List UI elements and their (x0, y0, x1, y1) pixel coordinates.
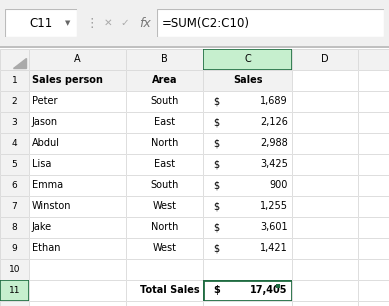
Text: $: $ (214, 96, 220, 106)
Text: Abdul: Abdul (32, 138, 60, 148)
Text: 2: 2 (12, 97, 17, 106)
Text: Ethan: Ethan (32, 243, 60, 253)
Text: West: West (153, 243, 177, 253)
Text: ✓: ✓ (121, 18, 130, 28)
Text: 6: 6 (12, 181, 17, 190)
Text: Peter: Peter (32, 96, 58, 106)
Text: 1,421: 1,421 (260, 243, 288, 253)
Text: $: $ (214, 201, 220, 211)
Text: Sales person: Sales person (32, 75, 103, 85)
Text: E: E (388, 54, 389, 64)
Text: Emma: Emma (32, 180, 63, 190)
Text: 11: 11 (9, 286, 20, 295)
Text: A: A (74, 54, 81, 64)
Text: ⋮: ⋮ (85, 17, 98, 30)
Text: Jake: Jake (32, 222, 52, 232)
Text: B: B (161, 54, 168, 64)
Text: North: North (151, 222, 179, 232)
Text: Total Sales: Total Sales (140, 285, 199, 295)
Text: 9: 9 (12, 244, 17, 253)
Polygon shape (13, 58, 26, 68)
Text: 10: 10 (9, 265, 20, 274)
Text: $: $ (213, 285, 220, 295)
Text: North: North (151, 138, 179, 148)
Text: East: East (154, 117, 175, 127)
Text: 1: 1 (12, 76, 17, 85)
Text: Sales: Sales (233, 75, 263, 85)
Text: 1,689: 1,689 (260, 96, 288, 106)
Text: South: South (151, 96, 179, 106)
Text: 4: 4 (12, 139, 17, 148)
Text: Lisa: Lisa (32, 159, 51, 169)
Text: East: East (154, 159, 175, 169)
Text: $: $ (214, 180, 220, 190)
Text: $: $ (214, 222, 220, 232)
Text: fx: fx (139, 17, 151, 30)
Text: Jason: Jason (32, 117, 58, 127)
Text: 1,255: 1,255 (260, 201, 288, 211)
Text: $: $ (214, 138, 220, 148)
Text: $: $ (214, 243, 220, 253)
Text: 3,601: 3,601 (260, 222, 288, 232)
Text: C11: C11 (30, 17, 53, 30)
Text: South: South (151, 180, 179, 190)
Text: 3: 3 (12, 118, 17, 127)
Text: ✕: ✕ (104, 18, 113, 28)
Text: Winston: Winston (32, 201, 72, 211)
Text: $: $ (214, 159, 220, 169)
Text: D: D (321, 54, 329, 64)
Text: 7: 7 (12, 202, 17, 211)
Text: 3,425: 3,425 (260, 159, 288, 169)
Text: 2,126: 2,126 (260, 117, 288, 127)
Text: $: $ (214, 117, 220, 127)
Text: 17,405: 17,405 (250, 285, 288, 295)
Text: =SUM(C2:C10): =SUM(C2:C10) (162, 17, 250, 30)
Text: 5: 5 (12, 160, 17, 169)
Text: West: West (153, 201, 177, 211)
Text: Area: Area (152, 75, 177, 85)
Text: C: C (244, 54, 251, 64)
Text: 8: 8 (12, 223, 17, 232)
Text: 2,988: 2,988 (260, 138, 288, 148)
Text: ▼: ▼ (65, 20, 71, 26)
Text: 900: 900 (269, 180, 288, 190)
